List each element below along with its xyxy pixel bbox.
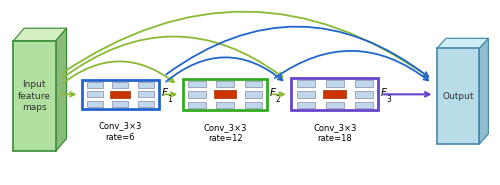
Text: 1: 1: [167, 95, 172, 104]
FancyBboxPatch shape: [112, 101, 128, 107]
FancyBboxPatch shape: [86, 101, 102, 107]
FancyBboxPatch shape: [355, 80, 373, 87]
FancyBboxPatch shape: [355, 102, 373, 108]
Text: Conv_3×3
rate=6: Conv_3×3 rate=6: [98, 121, 142, 142]
Text: Conv_3×3
rate=12: Conv_3×3 rate=12: [204, 123, 247, 143]
FancyBboxPatch shape: [296, 80, 314, 87]
Polygon shape: [56, 28, 66, 151]
Text: F: F: [270, 88, 276, 97]
FancyBboxPatch shape: [138, 82, 154, 88]
FancyBboxPatch shape: [188, 102, 206, 108]
Text: F: F: [380, 88, 386, 97]
FancyBboxPatch shape: [13, 41, 56, 151]
FancyBboxPatch shape: [244, 81, 262, 87]
FancyBboxPatch shape: [296, 102, 314, 108]
FancyBboxPatch shape: [296, 91, 314, 98]
FancyBboxPatch shape: [110, 91, 130, 98]
FancyBboxPatch shape: [138, 101, 154, 107]
FancyBboxPatch shape: [216, 81, 234, 87]
Text: Output: Output: [442, 92, 474, 101]
Text: 2: 2: [276, 95, 280, 104]
FancyBboxPatch shape: [244, 102, 262, 108]
FancyBboxPatch shape: [355, 91, 373, 98]
Text: Input
feature
maps: Input feature maps: [18, 80, 51, 112]
FancyBboxPatch shape: [86, 82, 102, 88]
FancyBboxPatch shape: [188, 81, 206, 87]
Text: Conv_3×3
rate=18: Conv_3×3 rate=18: [313, 123, 356, 143]
FancyBboxPatch shape: [82, 80, 159, 109]
FancyBboxPatch shape: [214, 90, 236, 98]
FancyBboxPatch shape: [188, 91, 206, 97]
FancyBboxPatch shape: [291, 78, 378, 110]
Text: F: F: [161, 88, 167, 97]
FancyBboxPatch shape: [326, 102, 344, 108]
FancyBboxPatch shape: [437, 48, 480, 144]
FancyBboxPatch shape: [86, 91, 102, 97]
FancyBboxPatch shape: [326, 80, 344, 87]
FancyBboxPatch shape: [182, 79, 268, 110]
FancyBboxPatch shape: [244, 91, 262, 97]
FancyBboxPatch shape: [324, 90, 346, 98]
FancyBboxPatch shape: [216, 102, 234, 108]
FancyBboxPatch shape: [112, 82, 128, 88]
Polygon shape: [480, 38, 488, 144]
Polygon shape: [437, 38, 488, 48]
FancyBboxPatch shape: [138, 91, 154, 97]
Polygon shape: [13, 28, 66, 41]
Text: 3: 3: [386, 95, 392, 104]
